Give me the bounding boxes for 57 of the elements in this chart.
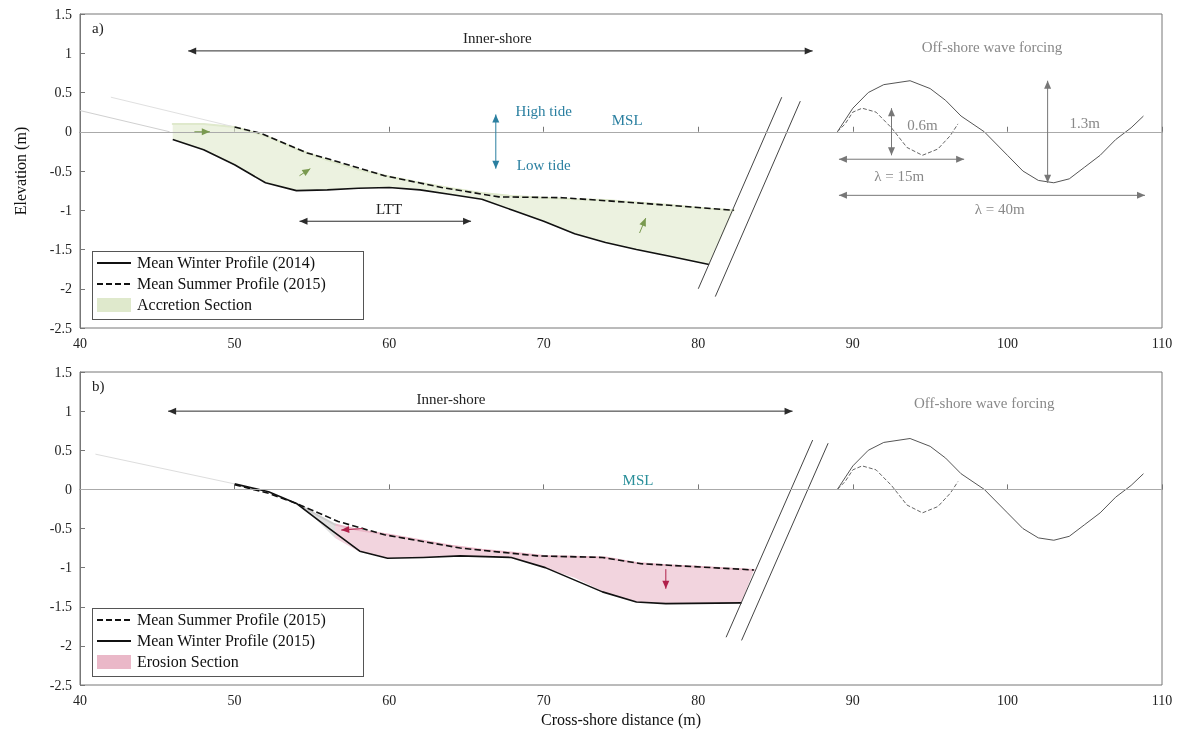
- y-tick-label: -1.5: [49, 242, 72, 257]
- legend-label: Mean Winter Profile (2015): [137, 631, 316, 650]
- annotation: 1.3m: [1069, 115, 1101, 132]
- x-tick-label: 70: [536, 692, 551, 708]
- ref-line-label: MSL: [622, 471, 654, 488]
- x-tick-label: 110: [1151, 692, 1173, 708]
- annotation: High tide: [515, 103, 573, 120]
- x-tick-label: 70: [536, 335, 551, 351]
- annotation: LTT: [376, 200, 403, 217]
- legend-label: Erosion Section: [137, 652, 239, 671]
- y-tick-label: -1: [60, 560, 72, 576]
- annotation: Inner-shore: [416, 391, 486, 408]
- x-tick-label: 50: [227, 335, 242, 351]
- ref-line-label: MSL: [611, 111, 643, 128]
- x-tick-label: 60: [382, 692, 397, 708]
- y-tick-label: -2: [60, 638, 72, 654]
- y-tick-label: 1: [65, 45, 72, 61]
- x-tick-label: 80: [691, 335, 706, 351]
- y-tick-label: 1: [65, 403, 72, 419]
- x-tick-label: 60: [382, 335, 397, 351]
- x-tick-label: 50: [227, 692, 242, 708]
- annotation: λ = 15m: [874, 167, 925, 184]
- annotation: b): [92, 377, 105, 395]
- annotation: 0.6m: [907, 116, 938, 133]
- y-tick-label: 0: [65, 124, 72, 140]
- y-tick-label: 1.5: [54, 364, 72, 380]
- y-tick-label: 0.5: [54, 85, 72, 100]
- y-tick-label: -0.5: [49, 521, 72, 536]
- annotation: Inner-shore: [462, 29, 533, 46]
- x-axis-title: Cross-shore distance (m): [541, 711, 701, 730]
- annotation: Off-shore wave forcing: [921, 38, 1063, 55]
- annotation: Off-shore wave forcing: [913, 395, 1055, 412]
- x-tick-label: 100: [996, 335, 1018, 351]
- x-tick-label: 110: [1151, 335, 1173, 351]
- x-tick-label: 40: [73, 335, 87, 351]
- y-tick-label: 0.5: [54, 442, 72, 458]
- legend-label: Mean Winter Profile (2014): [137, 253, 316, 272]
- annotation: Low tide: [516, 156, 571, 173]
- y-tick-label: -1: [60, 202, 72, 218]
- x-tick-label: 40: [73, 692, 87, 708]
- y-tick-label: -2: [60, 281, 72, 297]
- y-tick-label: -0.5: [49, 163, 72, 179]
- x-tick-label: 90: [845, 335, 860, 351]
- legend-label: Mean Summer Profile (2015): [137, 274, 326, 293]
- x-tick-label: 100: [996, 692, 1018, 708]
- y-tick-label: -2.5: [49, 677, 72, 693]
- x-tick-label: 80: [691, 692, 706, 708]
- y-axis-title: Elevation (m): [11, 126, 30, 216]
- y-tick-label: -2.5: [49, 320, 72, 336]
- y-tick-label: 1.5: [54, 6, 72, 22]
- legend-label: Mean Summer Profile (2015): [137, 610, 326, 629]
- y-tick-label: -1.5: [49, 599, 72, 615]
- annotation: λ = 40m: [974, 200, 1025, 217]
- legend-label: Accretion Section: [137, 295, 253, 314]
- y-tick-label: 0: [65, 481, 72, 497]
- x-tick-label: 90: [845, 692, 860, 708]
- annotation: a): [92, 19, 104, 37]
